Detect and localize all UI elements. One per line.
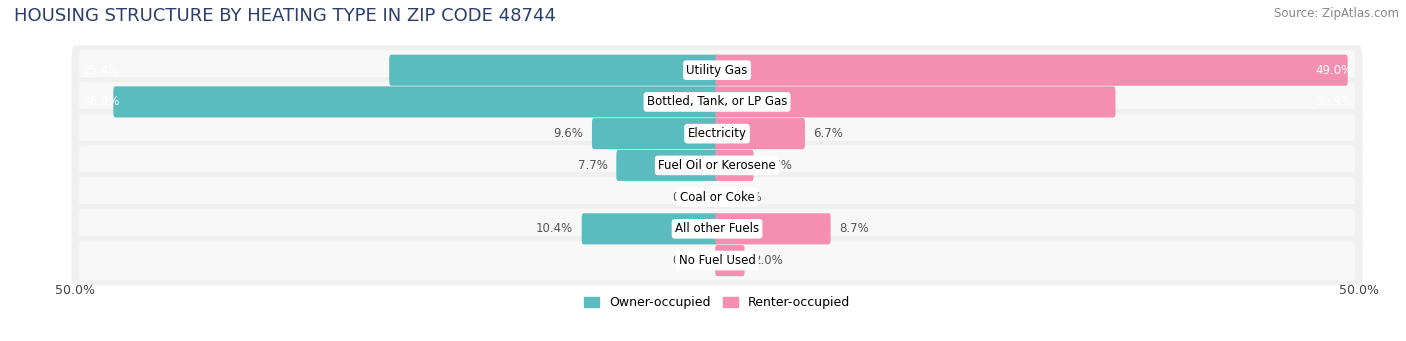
Text: No Fuel Used: No Fuel Used [679,254,755,267]
Text: Coal or Coke: Coal or Coke [679,191,755,204]
FancyBboxPatch shape [616,150,718,181]
FancyBboxPatch shape [716,55,1348,86]
FancyBboxPatch shape [79,177,1355,217]
FancyBboxPatch shape [79,145,1355,186]
FancyBboxPatch shape [79,82,1355,122]
Text: 8.7%: 8.7% [839,222,869,235]
Text: Fuel Oil or Kerosene: Fuel Oil or Kerosene [658,159,776,172]
FancyBboxPatch shape [716,245,745,276]
FancyBboxPatch shape [716,118,806,149]
FancyBboxPatch shape [592,118,718,149]
FancyBboxPatch shape [79,50,1355,90]
FancyBboxPatch shape [72,172,1362,222]
Text: 49.0%: 49.0% [1315,64,1353,77]
Text: 25.4%: 25.4% [82,64,120,77]
Text: Electricity: Electricity [688,127,747,140]
Text: Utility Gas: Utility Gas [686,64,748,77]
FancyBboxPatch shape [72,204,1362,254]
FancyBboxPatch shape [79,241,1355,281]
FancyBboxPatch shape [389,55,718,86]
FancyBboxPatch shape [716,213,831,244]
Text: Bottled, Tank, or LP Gas: Bottled, Tank, or LP Gas [647,95,787,108]
Text: 0.0%: 0.0% [733,191,762,204]
FancyBboxPatch shape [72,140,1362,190]
FancyBboxPatch shape [72,45,1362,95]
Text: Source: ZipAtlas.com: Source: ZipAtlas.com [1274,7,1399,20]
FancyBboxPatch shape [72,109,1362,159]
Text: 6.7%: 6.7% [813,127,844,140]
FancyBboxPatch shape [582,213,718,244]
Text: 0.0%: 0.0% [672,191,702,204]
Text: 2.0%: 2.0% [754,254,783,267]
Text: 0.0%: 0.0% [672,254,702,267]
Legend: Owner-occupied, Renter-occupied: Owner-occupied, Renter-occupied [579,292,855,314]
FancyBboxPatch shape [716,86,1115,117]
Text: 30.9%: 30.9% [1315,95,1353,108]
FancyBboxPatch shape [79,114,1355,154]
Text: 2.7%: 2.7% [762,159,792,172]
Text: 7.7%: 7.7% [578,159,607,172]
Text: All other Fuels: All other Fuels [675,222,759,235]
FancyBboxPatch shape [72,236,1362,285]
Text: 9.6%: 9.6% [554,127,583,140]
Text: 46.9%: 46.9% [82,95,120,108]
FancyBboxPatch shape [72,77,1362,127]
Text: HOUSING STRUCTURE BY HEATING TYPE IN ZIP CODE 48744: HOUSING STRUCTURE BY HEATING TYPE IN ZIP… [14,7,555,25]
FancyBboxPatch shape [114,86,718,117]
FancyBboxPatch shape [79,209,1355,249]
FancyBboxPatch shape [716,150,754,181]
Text: 10.4%: 10.4% [536,222,574,235]
